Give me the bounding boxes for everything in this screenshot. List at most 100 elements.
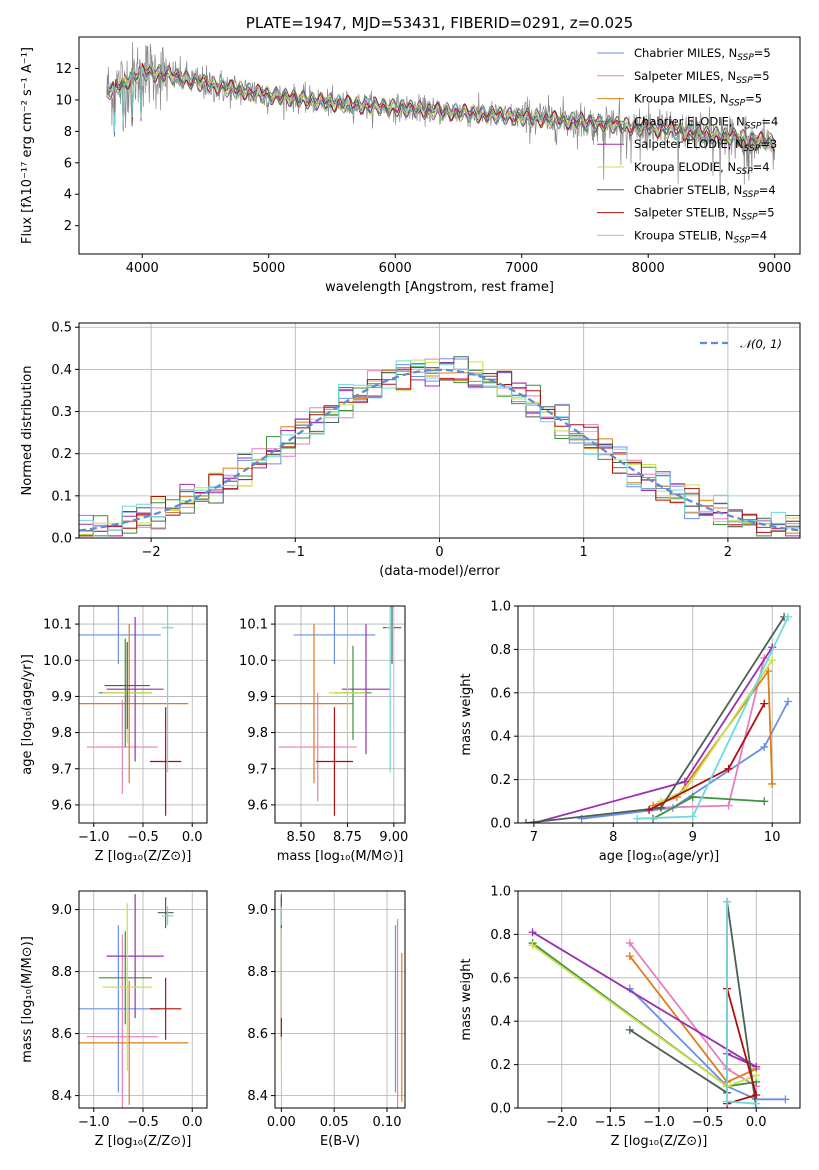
plot-area-mass_weight_vs_Z: [528, 897, 790, 1108]
y-tick-label: 0.6: [490, 971, 511, 986]
x-axis-label: E(B-V): [320, 1134, 360, 1149]
y-tick-label: 0.0: [490, 1102, 511, 1117]
data-point: [781, 1095, 790, 1104]
errorbar-salpeter-miles: [86, 934, 158, 1108]
y-tick-label: 12: [55, 62, 72, 77]
y-tick-label: 9.8: [51, 726, 72, 741]
x-tick-label: 4000: [126, 261, 159, 276]
y-axis-label: mass weight: [459, 673, 474, 755]
panel-mass_weight_vs_age: 7 8 9 10 0.0 0.2 0.4 0.6 0.8 1.0 age [log₁₀(age/yr…: [459, 600, 801, 864]
y-tick-label: 0.4: [51, 363, 72, 378]
data-point: [688, 792, 697, 801]
errorbar-chabrier-miles: [293, 606, 376, 664]
y-tick-label: 9.7: [247, 762, 268, 777]
x-tick-label: 7: [530, 830, 538, 845]
y-tick-label: 0.2: [490, 773, 511, 788]
x-tick-label: −0.5: [692, 1115, 724, 1130]
errorbar-kroupa-elodie: [102, 903, 152, 1071]
x-axis-label: mass [log₁₀(M/M⊙)]: [277, 849, 404, 864]
y-tick-label: 0.8: [490, 928, 511, 943]
x-tick-label: 0.10: [373, 1115, 402, 1130]
series-line: [532, 944, 757, 1088]
series-line: [533, 646, 773, 823]
y-tick-label: 0.4: [490, 730, 511, 745]
x-axis-label: Z [log₁₀(Z/Z⊙)]: [95, 849, 192, 864]
y-axis-label: Normed distribution: [20, 366, 35, 496]
data-point: [752, 1090, 761, 1099]
data-point: [768, 779, 777, 788]
data-point: [760, 699, 769, 708]
errorbar-kroupa-miles: [275, 624, 353, 784]
x-axis-label: Z [log₁₀(Z/Z⊙)]: [611, 1134, 708, 1149]
x-tick-label: 8.75: [333, 830, 362, 845]
legend-entry: Kroupa STELIB, NSSP=4: [634, 228, 767, 245]
y-tick-label: 9.6: [51, 798, 72, 813]
y-axis-label: mass weight: [459, 958, 474, 1040]
legend-nssp: =4: [750, 228, 767, 242]
x-tick-label: 0.0: [746, 1115, 767, 1130]
panel-age_vs_mass: 8.50 8.75 9.00 9.6 9.7 9.8 9.9 10.0 10.1 mass [lo…: [239, 605, 408, 864]
legend-label: Kroupa ELODIE, N: [634, 160, 736, 174]
x-tick-label: −1.5: [595, 1115, 627, 1130]
series-salpeter-miles: [625, 939, 761, 1091]
legend-nssp: =5: [754, 46, 771, 60]
normal-curve: [79, 368, 800, 532]
x-tick-label: −1.0: [643, 1115, 675, 1130]
x-tick-label: 0.00: [267, 1115, 296, 1130]
errorbar-chabrier-stelib: [157, 897, 174, 929]
x-tick-label: 0: [435, 545, 443, 560]
series-chabrier-stelib: [521, 612, 789, 823]
legend-subscript: SSP: [737, 53, 754, 63]
y-tick-label: 2: [64, 219, 72, 234]
y-tick-label: 10.0: [43, 654, 72, 669]
axes-frame: [78, 36, 801, 255]
y-tick-label: 9.6: [247, 798, 268, 813]
x-tick-label: −1.0: [78, 830, 110, 845]
legend-entry: Salpeter MILES, NSSP=5: [634, 69, 770, 86]
x-tick-label: −1: [286, 545, 305, 560]
legend-label: Chabrier MILES, N: [634, 46, 737, 60]
legend-nssp: =5: [745, 92, 762, 106]
legend-nssp: =4: [761, 114, 778, 128]
errorbar-chabrier-stelib: [104, 642, 150, 729]
x-tick-label: −2.0: [546, 1115, 578, 1130]
legend-subscript: SSP: [734, 235, 751, 245]
y-tick-label: 6: [64, 156, 72, 171]
data-point: [625, 952, 634, 961]
legend-subscript: SSP: [736, 76, 753, 86]
model-spectrum-salpeter-stelib: [106, 63, 775, 152]
plot-area-age_vs_Z: [79, 606, 189, 816]
panel-mass_vs_Z: −1.0 −0.5 0.0 8.4 8.6 8.8 9.0 Z [log₁₀(Z/Z⊙)] ma…: [20, 890, 208, 1149]
x-tick-label: 0.0: [182, 1115, 203, 1130]
data-point: [752, 1062, 761, 1071]
y-tick-label: 8.8: [51, 965, 72, 980]
y-axis-label: mass [log₁₀(M/M⊙)]: [20, 936, 35, 1063]
panel-age_vs_Z: −1.0 −0.5 0.0 9.6 9.7 9.8 9.9 10.0 10.1 Z [log₁₀(…: [20, 605, 208, 864]
data-point: [784, 697, 793, 706]
y-tick-label: 9.7: [51, 762, 72, 777]
x-tick-label: 8: [609, 830, 617, 845]
x-tick-label: 9000: [758, 261, 791, 276]
errorbar-chabrier-elodie: [98, 931, 152, 1025]
x-tick-label: 0.0: [182, 830, 203, 845]
plot-area-residuals: [79, 356, 800, 537]
data-point: [521, 819, 530, 823]
errorbar-salpeter-stelib: [149, 977, 182, 1040]
residual-hist-kroupa-stelib: [79, 360, 800, 537]
series-salpeter-elodie: [528, 928, 761, 1071]
y-tick-label: 8: [64, 125, 72, 140]
series-line: [629, 987, 786, 1101]
errorbar-kroupa-stelib: [161, 606, 174, 773]
errorbar-kroupa-stelib: [161, 906, 174, 926]
y-tick-label: 0.5: [51, 321, 72, 336]
data-point: [528, 941, 537, 950]
y-tick-label: 0.3: [51, 405, 72, 420]
data-point: [752, 1099, 761, 1108]
legend-nssp: =4: [759, 183, 776, 197]
y-tick-label: 10.1: [239, 618, 268, 633]
x-tick-label: −0.5: [127, 830, 159, 845]
plot-area-mass_vs_ebv: [280, 894, 403, 1108]
errorbar-kroupa-elodie: [328, 645, 366, 740]
legend-subscript: SSP: [745, 121, 762, 131]
x-tick-label: 5000: [252, 261, 285, 276]
